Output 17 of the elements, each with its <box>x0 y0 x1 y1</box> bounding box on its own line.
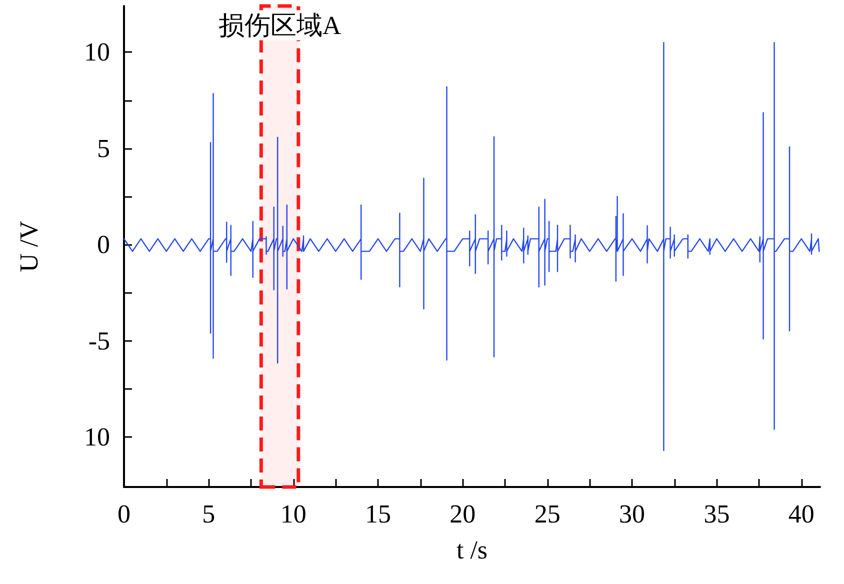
x-tick-label: 20 <box>450 500 476 528</box>
x-tick-label: 35 <box>704 500 730 528</box>
y-tick-label: 10 <box>84 38 110 67</box>
x-tick-label: 40 <box>788 500 814 528</box>
y-axis-title: U /V <box>14 220 44 272</box>
x-tick-label: 15 <box>365 500 392 528</box>
y-tick-label: 5 <box>97 134 110 163</box>
x-tick-label: 30 <box>619 500 646 528</box>
x-tick-label: 10 <box>280 500 306 528</box>
y-tick-label: -5 <box>88 326 110 356</box>
band-label: 损伤区域A <box>218 10 342 40</box>
x-tick-label: 25 <box>534 500 560 528</box>
x-axis-title: t /s <box>456 536 488 564</box>
y-tick-label: 10 <box>84 422 110 452</box>
x-tick-label: 5 <box>202 500 216 528</box>
x-tick-label: 0 <box>118 500 130 528</box>
y-tick-label: 0 <box>97 230 110 260</box>
